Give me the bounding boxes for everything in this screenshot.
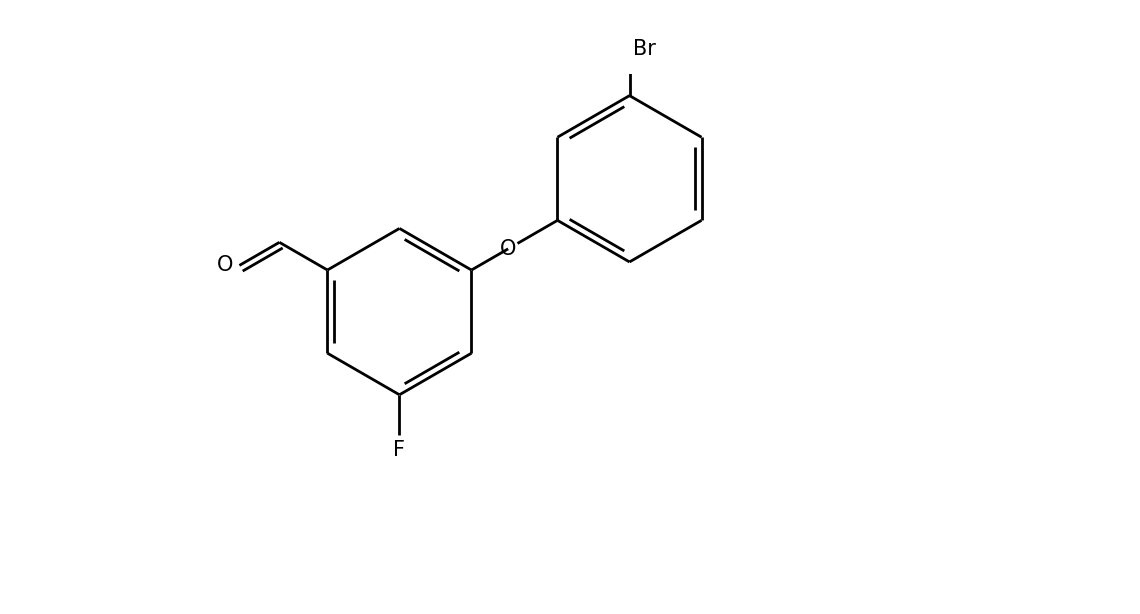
Text: F: F bbox=[393, 440, 406, 460]
Text: O: O bbox=[217, 255, 234, 276]
Text: O: O bbox=[500, 239, 516, 259]
Text: Br: Br bbox=[633, 39, 655, 60]
